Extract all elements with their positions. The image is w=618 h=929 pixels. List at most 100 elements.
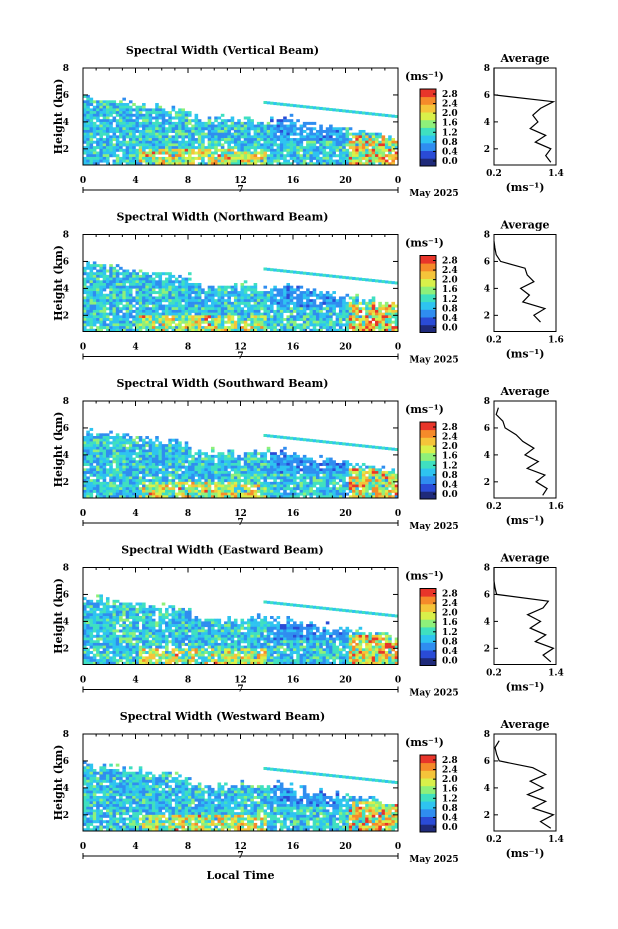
heatmap-cell xyxy=(243,159,248,163)
heatmap-cell xyxy=(224,487,228,491)
heatmap-cell xyxy=(115,446,120,450)
heatmap-cell xyxy=(315,487,320,491)
heatmap-cell xyxy=(115,323,120,327)
heatmap-cell xyxy=(270,140,274,144)
heatmap-cell xyxy=(145,318,149,322)
heatmap-cell xyxy=(138,449,143,453)
heatmap-cell xyxy=(181,119,186,123)
heatmap-cell xyxy=(325,156,330,160)
heatmap-cell xyxy=(92,489,97,493)
heatmap-cell xyxy=(217,487,222,491)
heatmap-cell xyxy=(319,481,323,485)
heatmap-cell xyxy=(237,154,241,158)
heatmap-cell xyxy=(329,457,333,461)
heatmap-cell xyxy=(171,140,176,144)
heatmap-cell xyxy=(197,140,202,144)
heatmap-cell xyxy=(276,151,281,155)
heatmap-cell xyxy=(171,481,176,485)
heatmap-cell xyxy=(276,471,281,475)
heatmap-cell xyxy=(96,288,100,292)
heatmap-cell xyxy=(194,460,199,464)
heatmap-cell xyxy=(89,283,94,286)
heatmap-cell xyxy=(86,479,90,483)
heatmap-cell xyxy=(250,473,254,477)
heatmap-cell xyxy=(86,291,90,295)
heatmap-cell xyxy=(256,304,261,308)
heatmap-cell xyxy=(214,132,218,136)
heatmap-cell xyxy=(102,140,107,144)
heatmap-cell xyxy=(99,446,103,450)
heatmap-cell xyxy=(158,323,163,327)
heatmap-cell xyxy=(174,473,179,477)
heatmap-cell xyxy=(371,132,376,136)
heatmap-cell xyxy=(378,307,382,311)
heatmap-cell xyxy=(217,320,222,324)
heatmap-cell xyxy=(293,127,297,131)
heatmap-cell xyxy=(197,299,202,303)
heatmap-cell xyxy=(194,132,199,136)
heatmap-cell xyxy=(99,457,103,461)
heatmap-cell xyxy=(227,487,231,491)
heatmap-cell xyxy=(289,481,294,485)
heatmap-cell xyxy=(174,156,179,160)
heatmap-cell xyxy=(335,127,340,131)
heatmap-cell xyxy=(115,304,120,308)
heatmap-cell xyxy=(332,471,336,475)
heatmap-cell xyxy=(115,135,120,139)
heatmap-cell xyxy=(375,318,379,322)
heatmap-cell xyxy=(345,159,350,163)
colorbar-tick-label: 2.4 xyxy=(442,266,458,276)
heatmap-cell xyxy=(368,328,373,332)
heatmap-cell xyxy=(253,318,258,322)
heatmap-cell xyxy=(230,462,235,466)
heatmap-cell xyxy=(319,304,323,308)
heatmap-cell xyxy=(83,277,87,281)
heatmap-cell xyxy=(83,108,87,112)
heatmap-cell xyxy=(92,323,97,327)
heatmap-cell xyxy=(105,460,110,464)
heatmap-cell xyxy=(270,299,274,303)
heatmap-cell xyxy=(132,320,136,324)
heatmap-cell xyxy=(391,471,396,475)
heatmap-cell xyxy=(289,129,294,133)
heatmap-cell xyxy=(293,318,297,322)
heatmap-cell xyxy=(270,288,274,292)
heatmap-cell xyxy=(335,495,340,499)
heatmap-cell xyxy=(270,301,274,305)
heatmap-cell xyxy=(197,296,202,300)
heatmap-cell xyxy=(283,138,287,142)
heatmap-cell xyxy=(240,291,245,295)
heatmap-cell xyxy=(286,129,291,133)
heatmap-cell xyxy=(273,452,277,456)
heatmap-cell xyxy=(155,481,159,485)
heatmap-cell xyxy=(286,476,291,480)
heatmap-cell xyxy=(115,113,120,117)
heatmap-cell xyxy=(132,328,136,332)
heatmap-cell xyxy=(83,100,87,104)
heatmap-cell xyxy=(145,154,149,158)
heatmap-cell xyxy=(325,154,330,158)
heatmap-cell xyxy=(151,487,156,491)
heatmap-cell xyxy=(148,462,153,466)
heatmap-cell xyxy=(312,132,317,136)
heatmap-cell xyxy=(112,457,117,461)
heatmap-cell xyxy=(128,309,133,313)
heatmap-cell xyxy=(132,468,136,472)
heatmap-cells xyxy=(83,94,399,166)
heatmap-cell xyxy=(329,146,333,150)
heatmap-cell xyxy=(220,454,225,458)
heatmap-cell xyxy=(210,140,215,144)
heatmap-cell xyxy=(115,468,120,472)
heatmap-cell xyxy=(240,312,245,316)
heatmap-cell xyxy=(338,162,343,166)
heatmap-cell xyxy=(253,309,258,313)
heatmap-cell xyxy=(253,162,258,166)
heatmap-cell xyxy=(378,473,382,477)
heatmap-cell xyxy=(86,457,90,461)
heatmap-cell xyxy=(158,487,163,491)
heatmap-cell xyxy=(371,481,376,485)
heatmap-cell xyxy=(148,301,153,305)
heatmap-cell xyxy=(142,159,146,163)
heatmap-cell xyxy=(230,318,235,322)
